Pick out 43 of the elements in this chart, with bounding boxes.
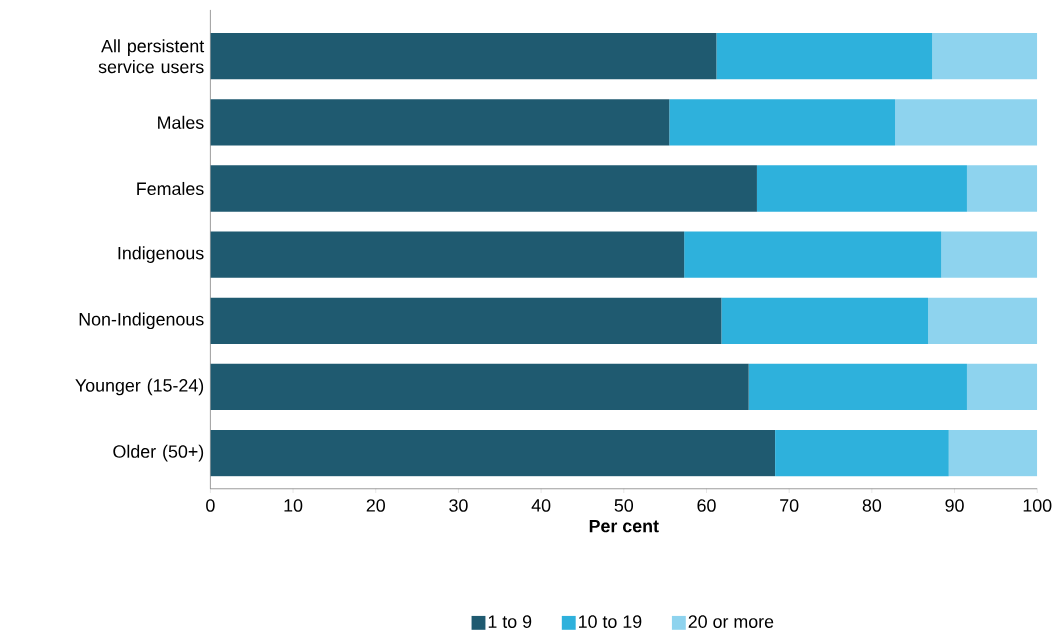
legend-label: 20 or more <box>688 615 774 629</box>
bar <box>669 99 896 146</box>
legend-label: 10 to 19 <box>579 615 642 629</box>
x-tick-label: 100 <box>1023 499 1052 513</box>
bar <box>948 430 1038 477</box>
bar <box>684 231 942 279</box>
bar <box>210 297 722 345</box>
x-axis-title: Per cent <box>589 520 659 533</box>
x-tick-label: 90 <box>945 499 964 513</box>
x-tick-label: 40 <box>531 499 551 513</box>
bar <box>210 165 757 212</box>
x-tick-label: 30 <box>449 499 468 513</box>
bar <box>756 165 967 212</box>
y-tick-label: Older (50+) <box>113 444 204 462</box>
bar <box>210 231 685 279</box>
x-tick-label: 10 <box>284 499 303 513</box>
bar <box>210 364 749 411</box>
x-tick-label: 0 <box>206 499 215 513</box>
bar <box>210 33 717 80</box>
y-tick-label: Younger (15-24) <box>75 378 204 396</box>
bar <box>210 99 670 146</box>
bar <box>928 297 1038 345</box>
x-tick-label: 60 <box>697 499 716 513</box>
y-tick-label: All persistent service users <box>98 39 205 74</box>
y-tick-label: Indigenous <box>118 246 204 264</box>
x-tick-label: 70 <box>780 499 799 513</box>
x-tick-label: 50 <box>614 499 634 513</box>
bar <box>721 297 929 345</box>
y-tick-label: Non-Indigenous <box>79 312 204 330</box>
bar <box>932 33 1038 80</box>
bar <box>895 99 1038 146</box>
y-tick-label: Males <box>158 116 204 130</box>
bar <box>966 165 1038 212</box>
bar <box>748 364 967 411</box>
bar <box>210 430 776 477</box>
legend-label: 1 to 9 <box>488 615 532 629</box>
bar <box>941 231 1038 279</box>
bar <box>775 430 949 477</box>
bar <box>966 364 1038 411</box>
x-tick-label: 20 <box>366 499 385 513</box>
y-tick-label: Females <box>137 182 204 196</box>
bar <box>716 33 933 80</box>
x-tick-label: 80 <box>862 499 882 513</box>
